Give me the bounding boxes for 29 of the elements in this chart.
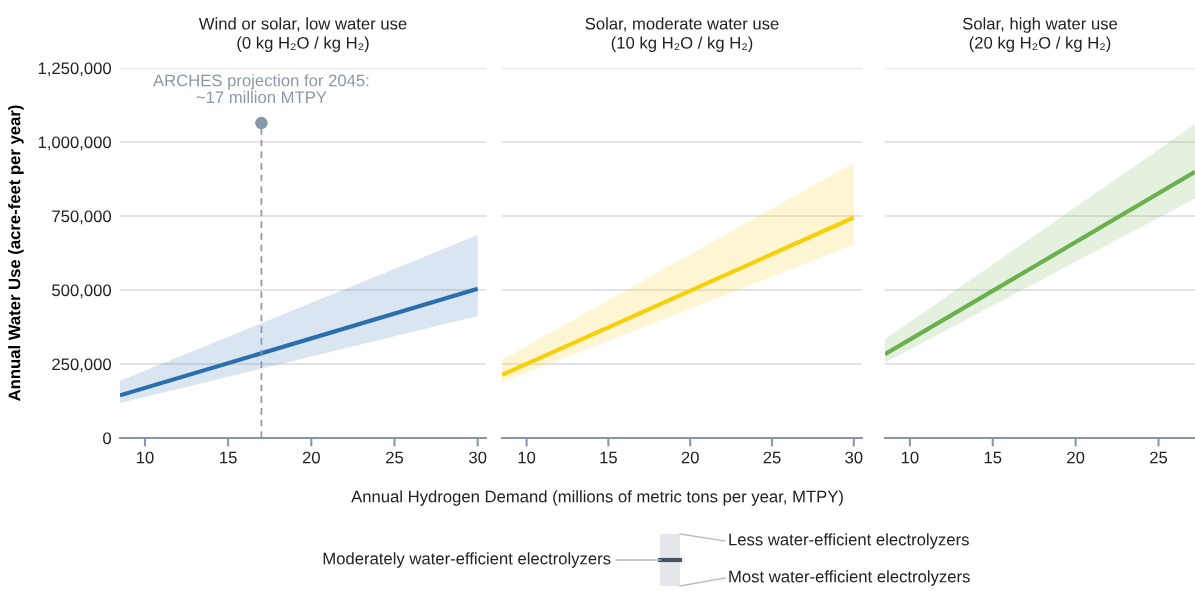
x-tick-label: 25 (1150, 451, 1168, 464)
x-tick-label: 25 (763, 451, 781, 464)
y-tick-label: 250,000 (52, 358, 112, 373)
x-tick-label: 30 (469, 451, 487, 464)
y-tick-label: 500,000 (52, 284, 112, 299)
chart-title: Solar, moderate water use (10 kg H₂O / kg H₂) (585, 17, 779, 53)
x-tick-label: 25 (386, 451, 404, 464)
x-tick-label: 10 (901, 451, 919, 464)
y-tick-label: 1,250,000 (38, 62, 112, 77)
x-tick-label: 20 (681, 451, 699, 464)
text: Most water-efficient electrolyzers (729, 570, 970, 586)
text: Less water-efficient electrolyzers (729, 533, 969, 549)
x-tick-label: 10 (518, 451, 536, 464)
y-tick-label: 0 (103, 432, 112, 445)
x-tick-label: 20 (302, 451, 320, 464)
x-tick-label: 15 (220, 451, 237, 464)
x-axis-title: Annual Hydrogen Demand (millions of metric tons per year, MTPY) (351, 490, 843, 506)
x-tick-label: 20 (1067, 451, 1085, 464)
x-tick-label: 15 (984, 451, 1002, 464)
chart-title: Solar, high water use (20 kg H₂O / kg H₂) (962, 17, 1118, 53)
chart-title: Wind or solar, low water use (0 kg H₂O / kg H₂) (198, 17, 407, 53)
x-tick-label: 15 (600, 451, 617, 464)
x-tick-label: 30 (845, 451, 863, 464)
annotation: ARCHES projection for 2045: ~17 million MTPY (153, 74, 369, 104)
y-axis-title: Annual Water Use (acre-feet per year) (8, 105, 24, 401)
y-tick-label: 750,000 (52, 210, 112, 225)
x-tick-label: 10 (136, 451, 154, 464)
y-tick-label: 1,000,000 (38, 136, 112, 151)
text: Moderately water-efficient electrolyzers (323, 552, 611, 568)
